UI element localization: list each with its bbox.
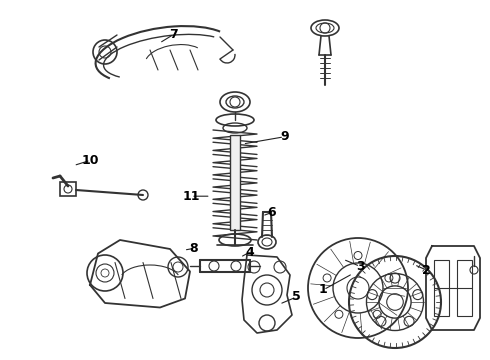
Text: 10: 10 (82, 154, 99, 167)
Text: 9: 9 (280, 130, 289, 143)
Text: 7: 7 (170, 28, 178, 41)
Bar (230, 135, 240, 230)
Text: 6: 6 (268, 206, 276, 219)
Bar (434, 260, 449, 316)
Bar (457, 260, 472, 316)
Text: 1: 1 (319, 283, 328, 296)
Text: 8: 8 (189, 242, 198, 255)
Text: 11: 11 (182, 190, 200, 203)
Text: 3: 3 (356, 260, 365, 273)
Text: 2: 2 (422, 264, 431, 276)
Text: 5: 5 (292, 291, 301, 303)
Text: 4: 4 (245, 246, 254, 258)
Bar (60, 182, 76, 196)
